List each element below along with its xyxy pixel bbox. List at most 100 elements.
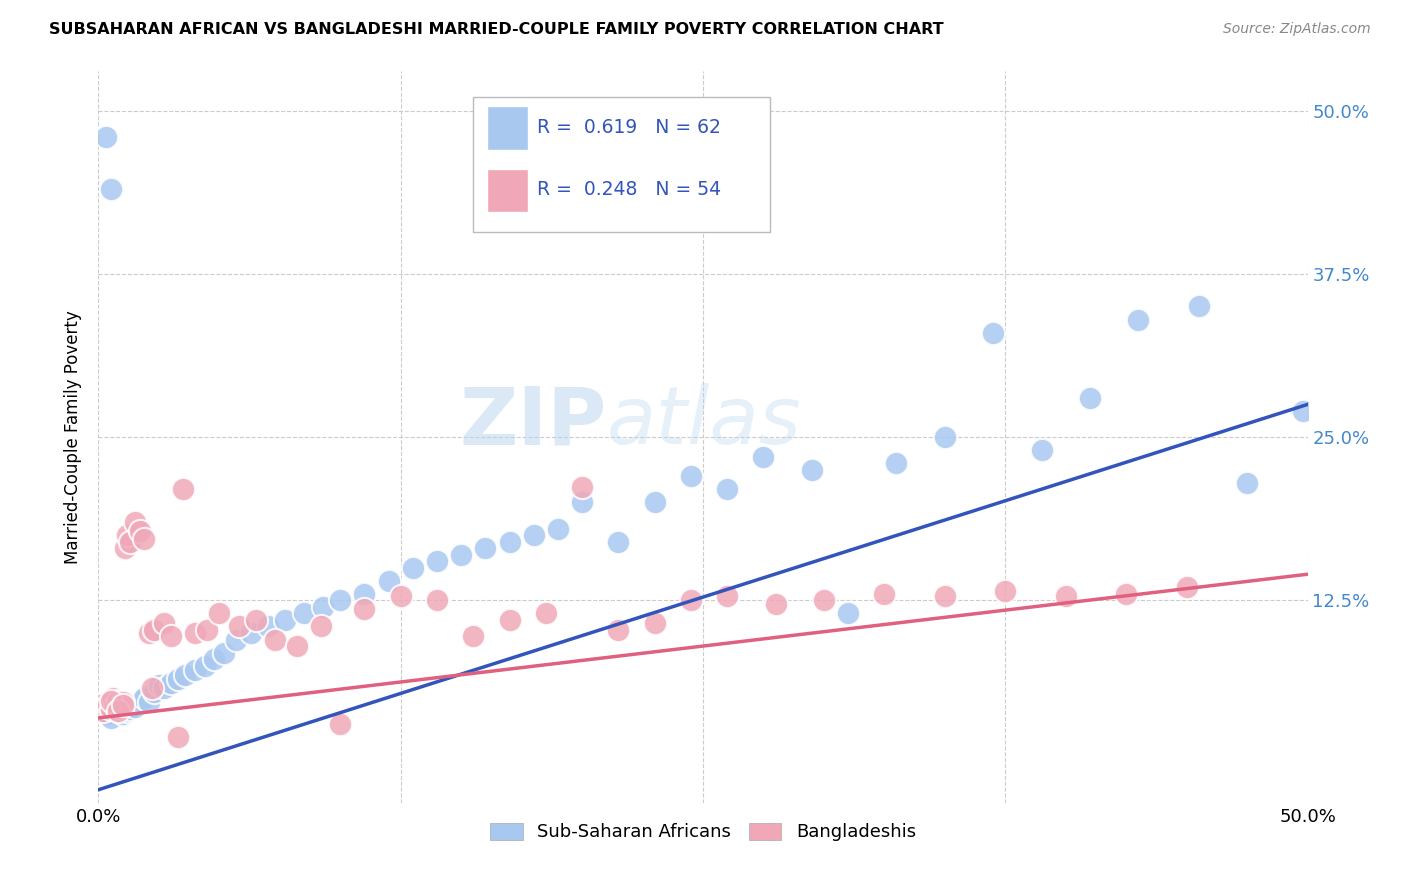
Point [108, 700, 131, 714]
Point [148, 678, 170, 692]
Point [172, 483, 194, 497]
Point [100, 711, 122, 725]
Point [138, 626, 160, 640]
Point [571, 480, 593, 494]
Point [212, 646, 235, 660]
Point [228, 619, 250, 633]
Point [104, 698, 127, 712]
FancyBboxPatch shape [486, 106, 527, 150]
Point [377, 574, 399, 588]
Point [124, 515, 146, 529]
Point [752, 450, 775, 464]
Point [184, 626, 207, 640]
Point [108, 698, 131, 712]
Point [160, 675, 183, 690]
Point [90, 698, 112, 712]
Point [195, 624, 218, 638]
Point [765, 597, 787, 611]
Point [837, 607, 859, 621]
Y-axis label: Married-Couple Family Poverty: Married-Couple Family Poverty [65, 310, 83, 564]
Point [813, 593, 835, 607]
Point [111, 706, 134, 721]
Point [498, 613, 520, 627]
Point [679, 469, 702, 483]
Point [128, 694, 150, 708]
Point [134, 532, 156, 546]
Point [117, 528, 139, 542]
Point [309, 619, 332, 633]
Point [245, 613, 267, 627]
Point [208, 607, 231, 621]
Point [463, 629, 485, 643]
Point [138, 695, 160, 709]
Point [194, 658, 217, 673]
Point [141, 681, 163, 695]
Text: atlas: atlas [606, 384, 801, 461]
Point [934, 590, 956, 604]
Point [174, 667, 197, 682]
Point [607, 534, 630, 549]
Point [981, 326, 1004, 340]
Point [152, 681, 174, 695]
Text: ZIP: ZIP [458, 384, 606, 461]
Text: SUBSAHARAN AFRICAN VS BANGLADESHI MARRIED-COUPLE FAMILY POVERTY CORRELATION CHAR: SUBSAHARAN AFRICAN VS BANGLADESHI MARRIE… [49, 22, 943, 37]
Point [118, 702, 141, 716]
FancyBboxPatch shape [474, 97, 769, 232]
Point [716, 483, 738, 497]
Point [1236, 475, 1258, 490]
Point [204, 652, 226, 666]
Point [273, 613, 295, 627]
Point [107, 705, 129, 719]
Point [128, 524, 150, 538]
Point [523, 528, 546, 542]
Point [1292, 404, 1315, 418]
Point [994, 584, 1017, 599]
Point [104, 700, 127, 714]
Point [1175, 580, 1198, 594]
Point [91, 705, 114, 719]
Point [124, 700, 146, 714]
Point [716, 590, 738, 604]
Point [97, 698, 120, 712]
Point [312, 599, 335, 614]
Point [1188, 300, 1211, 314]
Point [1128, 312, 1150, 326]
Point [239, 626, 262, 640]
Point [934, 430, 956, 444]
Point [94, 700, 117, 714]
Point [264, 632, 287, 647]
Point [107, 694, 129, 708]
Point [94, 706, 117, 721]
Point [644, 495, 666, 509]
Point [426, 554, 449, 568]
Point [353, 587, 375, 601]
Text: R =  0.248   N = 54: R = 0.248 N = 54 [537, 180, 721, 199]
Point [1078, 391, 1101, 405]
Point [101, 694, 124, 708]
Point [100, 702, 122, 716]
Point [118, 534, 141, 549]
Point [426, 593, 449, 607]
Point [134, 691, 156, 706]
Point [152, 615, 174, 630]
Point [285, 639, 308, 653]
Point [389, 590, 412, 604]
Point [534, 607, 557, 621]
Point [329, 717, 352, 731]
Point [800, 463, 823, 477]
Point [100, 182, 122, 196]
Point [117, 705, 139, 719]
Point [143, 685, 166, 699]
Point [547, 521, 569, 535]
Point [679, 593, 702, 607]
Point [353, 602, 375, 616]
FancyBboxPatch shape [486, 169, 527, 211]
Text: Source: ZipAtlas.com: Source: ZipAtlas.com [1223, 22, 1371, 37]
Point [256, 619, 278, 633]
Point [111, 695, 134, 709]
Point [1054, 590, 1077, 604]
Point [167, 731, 190, 745]
Point [100, 694, 122, 708]
Point [143, 624, 166, 638]
Point [90, 698, 112, 712]
